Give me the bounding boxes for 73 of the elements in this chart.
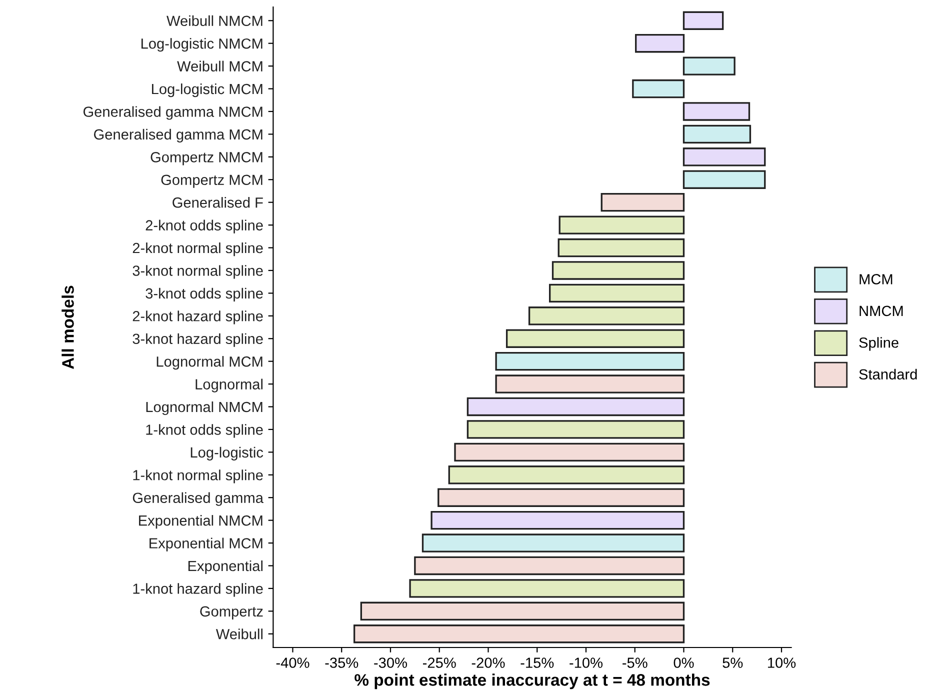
y-tick-label: Lognormal MCM	[156, 356, 262, 370]
bar	[600, 192, 685, 212]
y-tick-label: 1-knot hazard spline	[133, 583, 263, 597]
bar	[682, 102, 750, 121]
y-tick-label: Exponential NMCM	[139, 515, 262, 529]
bar	[552, 261, 685, 280]
y-tick-label: Gompertz MCM	[161, 174, 262, 188]
bar	[466, 397, 685, 416]
bar	[506, 329, 685, 348]
bar	[495, 374, 685, 394]
x-tick-label: -15%	[520, 658, 554, 668]
bar	[409, 579, 685, 598]
bar	[682, 11, 724, 30]
bar	[558, 238, 685, 258]
y-tick-label: 3-knot normal spline	[132, 265, 263, 279]
x-tick-label: -35%	[325, 658, 358, 668]
bar	[422, 534, 685, 552]
y-axis-title: All models	[62, 286, 74, 369]
x-tick-label: -5%	[622, 658, 648, 668]
bar	[528, 306, 685, 326]
x-tick-label: 10%	[768, 658, 796, 668]
x-tick-label: -20%	[472, 658, 505, 668]
legend-label: NMCM	[860, 306, 903, 316]
y-tick-label: Log-logistic MCM	[152, 83, 262, 98]
bar	[454, 442, 685, 462]
y-tick-label: Lognormal	[196, 378, 262, 392]
bar	[448, 466, 685, 484]
bar	[438, 488, 685, 507]
y-tick-label: Weibull NMCM	[166, 15, 262, 26]
bar	[682, 170, 766, 189]
x-tick-label: -40%	[276, 658, 310, 668]
y-tick-label: Lognormal NMCM	[146, 401, 262, 416]
x-axis-title: % point estimate inaccuracy at t = 48 months	[354, 674, 710, 690]
y-tick-label: 2-knot odds spline	[146, 220, 263, 234]
x-tick-label: 5%	[722, 658, 743, 668]
bar	[635, 34, 685, 53]
x-tick-label: -30%	[374, 658, 407, 668]
legend-label: MCM	[860, 274, 892, 284]
y-tick-label: Log-logistic NMCM	[141, 38, 262, 52]
bar	[495, 352, 685, 371]
y-tick-label: Gompertz NMCM	[150, 152, 262, 166]
bar	[353, 624, 685, 644]
legend-label: Standard	[859, 368, 917, 380]
y-tick-label: Log-logistic	[190, 446, 264, 460]
y-tick-label: Generalised gamma MCM	[94, 128, 262, 142]
y-tick-label: Exponential MCM	[150, 538, 262, 552]
bar	[632, 79, 685, 98]
y-tick-label: 2-knot normal spline	[132, 242, 263, 256]
y-tick-label: Weibull	[216, 628, 262, 640]
bar	[548, 284, 685, 303]
y-tick-label: Generalised F	[172, 197, 263, 208]
bar	[682, 56, 736, 76]
bar	[466, 420, 685, 439]
y-tick-label: Gompertz	[200, 606, 263, 620]
bar	[682, 148, 766, 166]
y-tick-label: Generalised gamma NMCM	[83, 106, 262, 120]
y-tick-label: 3-knot hazard spline	[132, 333, 263, 347]
x-tick-label: -10%	[570, 658, 602, 668]
y-tick-label: 1-knot odds spline	[146, 424, 263, 438]
x-tick-label: -25%	[422, 658, 456, 668]
legend-label: Spline	[859, 337, 898, 351]
bar	[682, 124, 752, 144]
y-tick-label: Exponential	[188, 560, 262, 574]
y-tick-label: 2-knot hazard spline	[132, 310, 263, 324]
x-tick-label: 0%	[674, 658, 694, 668]
bar	[414, 556, 685, 576]
y-tick-label: 3-knot odds spline	[146, 288, 263, 302]
bar	[430, 510, 685, 530]
bar	[360, 602, 685, 621]
bar	[558, 216, 685, 234]
y-tick-label: Generalised gamma	[132, 492, 264, 506]
y-tick-label: Weibull MCM	[177, 60, 262, 72]
y-tick-label: 1-knot normal spline	[133, 470, 263, 484]
